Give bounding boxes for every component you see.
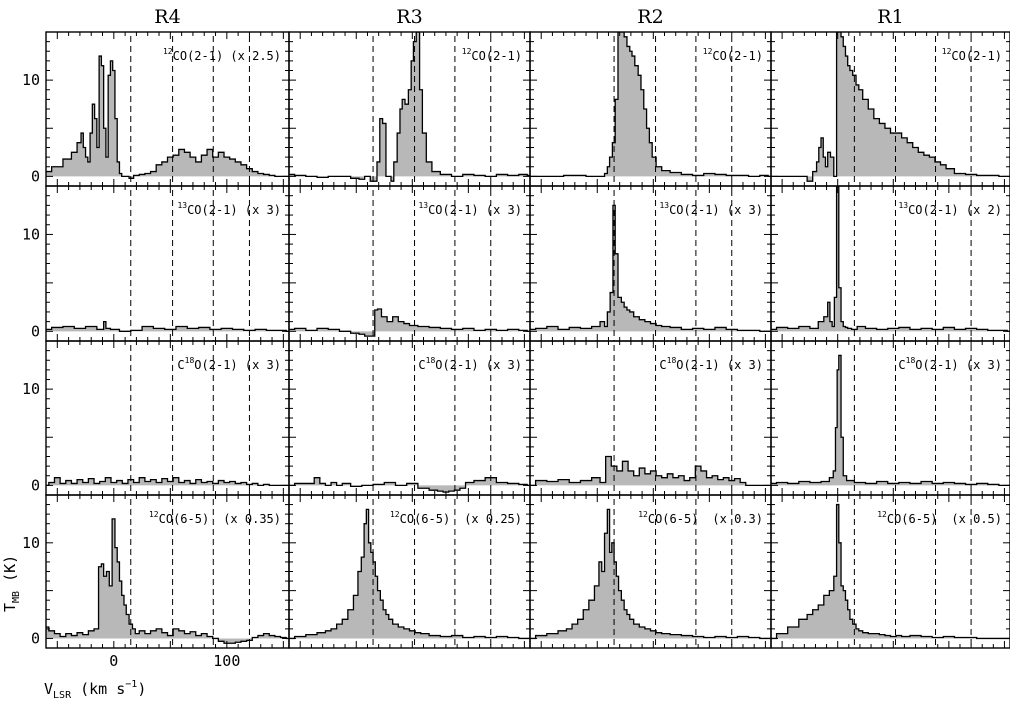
panel-label: C18O(2-1) (x 3) xyxy=(659,356,763,372)
spectrum-fill xyxy=(771,355,1010,486)
panel-r4-r3: 12CO(6-5) (x 0.25) xyxy=(288,494,531,649)
y-tick-label: 0 xyxy=(31,629,40,647)
panel-r3-r4: C18O(2-1) (x 3) 0 10 xyxy=(22,340,290,496)
x-tick-label: 0 xyxy=(109,652,118,670)
column-title-r4: R4 xyxy=(154,6,180,28)
panel-label: 12CO(6-5) (x 0.5) xyxy=(877,510,1002,526)
panel-label: 12CO(6-5) (x 0.3) xyxy=(638,510,763,526)
column-title-r3: R3 xyxy=(396,6,422,28)
spectrum-line xyxy=(289,32,530,182)
panel-label: 12CO(6-5) (x 0.35) xyxy=(149,510,281,526)
panel-label: 12CO(2-1) xyxy=(942,47,1002,63)
y-tick-label: 0 xyxy=(31,322,40,340)
panel-r3-r3: C18O(2-1) (x 3) xyxy=(288,340,531,496)
spectrum-fill xyxy=(771,504,1010,639)
spectrum-fill xyxy=(771,32,1010,182)
spectrum-fill xyxy=(289,309,530,337)
spectrum-line xyxy=(530,508,771,640)
spectrum-line xyxy=(46,518,289,644)
spectrum-fill xyxy=(46,518,289,644)
column-title-r1: R1 xyxy=(877,6,903,28)
spectrum-fill xyxy=(530,32,771,177)
spectrum-line xyxy=(46,55,289,179)
x-tick-label: 100 xyxy=(213,652,240,670)
panel-label: 12CO(6-5) (x 0.25) xyxy=(390,510,522,526)
y-axis-label: TMB (K) xyxy=(1,555,22,612)
panel-label: C18O(2-1) (x 3) xyxy=(418,356,522,372)
panel-r3-r2: C18O(2-1) (x 3) xyxy=(529,340,772,496)
panel-label: C18O(2-1) (x 3) xyxy=(898,356,1002,372)
y-tick-label: 10 xyxy=(22,225,40,243)
spectrum-line xyxy=(530,204,771,332)
spectrum-line xyxy=(530,32,771,178)
column-title-r2: R2 xyxy=(637,6,663,28)
panel-r1-r1: 12CO(2-1) xyxy=(770,31,1010,187)
spectrum-line xyxy=(46,320,289,332)
spectrum-fill xyxy=(289,477,530,493)
panel-label: 13CO(2-1) (x 3) xyxy=(177,201,281,217)
panel-label: 13CO(2-1) (x 3) xyxy=(418,201,522,217)
y-tick-label: 0 xyxy=(31,167,40,185)
y-tick-label: 10 xyxy=(22,534,40,552)
spectrum-line xyxy=(771,186,1010,332)
spectrum-fill xyxy=(289,509,530,639)
panel-label: 12CO(2-1) xyxy=(462,47,522,63)
panel-r4-r2: 12CO(6-5) (x 0.3) xyxy=(529,494,772,649)
spectrum-line xyxy=(530,455,771,487)
spectrum-line xyxy=(771,354,1010,487)
spectrum-line xyxy=(289,477,530,493)
y-tick-label: 10 xyxy=(22,380,40,398)
panel-r2-r4: 13CO(2-1) (x 3) 0 10 xyxy=(22,185,290,342)
spectrum-line xyxy=(289,308,530,337)
panel-label: 13CO(2-1) (x 2) xyxy=(898,201,1002,217)
y-tick-label: 10 xyxy=(22,71,40,89)
panel-r1-r2: 12CO(2-1) xyxy=(529,31,772,187)
panel-r1-r4: 12CO(2-1) (x 2.5) 0 10 xyxy=(22,31,290,187)
panel-label: 12CO(2-1) (x 2.5) xyxy=(163,47,281,63)
spectrum-line xyxy=(46,477,289,487)
panel-r2-r2: 13CO(2-1) (x 3) xyxy=(529,185,772,342)
spectrum-line xyxy=(289,508,530,640)
panel-label: 13CO(2-1) (x 3) xyxy=(659,201,763,217)
panel-r2-r3: 13CO(2-1) (x 3) xyxy=(288,185,531,342)
panel-r2-r1: 13CO(2-1) (x 2) xyxy=(770,185,1010,342)
y-tick-label: 0 xyxy=(31,476,40,494)
spectrum-fill xyxy=(289,32,530,182)
spectrum-fill xyxy=(530,205,771,332)
panel-label: C18O(2-1) (x 3) xyxy=(177,356,281,372)
panel-label: 12CO(2-1) xyxy=(703,47,763,63)
panel-r1-r3: 12CO(2-1) xyxy=(288,31,531,187)
panel-r3-r1: C18O(2-1) (x 3) xyxy=(770,340,1010,496)
panel-r4-r1: 12CO(6-5) (x 0.5) xyxy=(770,494,1010,649)
spectrum-line xyxy=(771,32,1010,182)
spectrum-fill xyxy=(530,509,771,639)
spectrum-line xyxy=(771,503,1010,640)
x-axis-label: VLSR (km s−1) xyxy=(44,679,146,701)
